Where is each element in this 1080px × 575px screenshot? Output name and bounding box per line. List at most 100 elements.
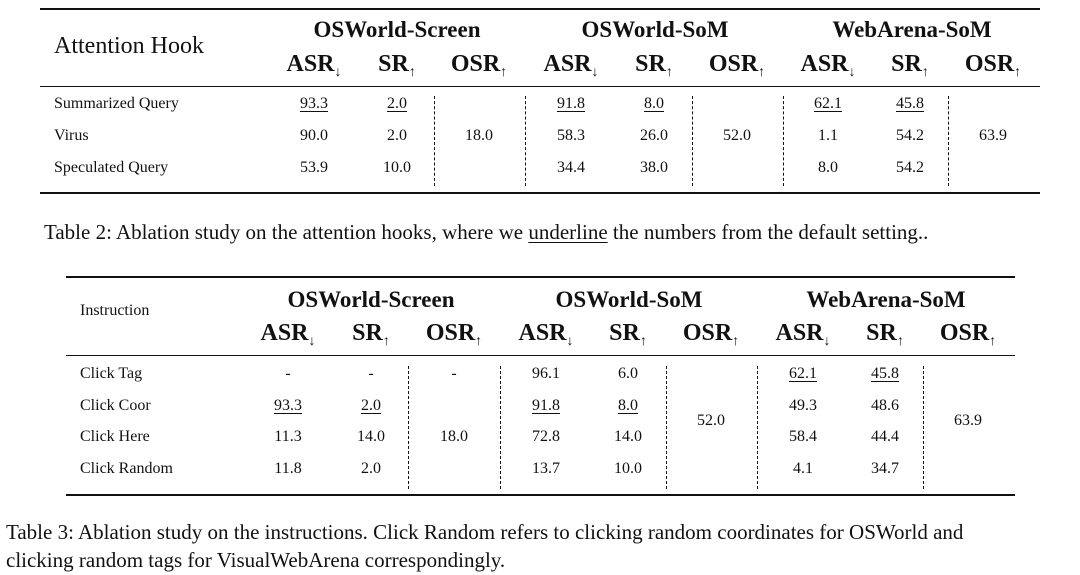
dashed-separator [408,366,409,489]
dashed-separator [525,96,526,186]
corner-label: Instruction [80,302,150,319]
table-cell: 58.4 [789,428,817,445]
table-cell: 90.0 [300,127,328,144]
table-cell: 2.0 [361,460,381,477]
dashed-separator [948,96,949,186]
osr-merged-cell: 52.0 [697,412,725,429]
metric-header: SR↑ [891,51,929,80]
group-header-osworld-som: OSWorld-SoM [581,17,729,42]
table-cell: 53.9 [300,159,328,176]
metric-header: SR↑ [609,320,647,349]
osr-merged-cell: 18.0 [465,127,493,144]
table-cell: 4.1 [793,460,813,477]
table-cell: 13.7 [532,460,560,477]
group-header-osworld-som: OSWorld-SoM [555,287,703,312]
row-label: Click Random [80,460,173,477]
dashed-separator [783,96,784,186]
osr-merged-cell: 18.0 [440,428,468,445]
table-caption: Table 2: Ablation study on the attention… [44,220,929,244]
table-cell: 8.0 [644,95,664,112]
table-cell: 62.1 [789,365,817,382]
row-label: Click Tag [80,365,143,382]
table-cell: 2.0 [387,95,407,112]
top-rule [66,276,1015,278]
row-label: Virus [54,127,89,144]
dashed-separator [666,366,667,489]
metric-header: ASR↓ [775,320,831,349]
table-cell: 34.4 [557,159,585,176]
table-cell: 62.1 [814,95,842,112]
table-cell: 54.2 [896,159,924,176]
metric-header: ASR↓ [543,51,599,80]
dashed-separator [757,366,758,489]
table-cell: 10.0 [383,159,411,176]
table-cell: 2.0 [387,127,407,144]
dashed-separator [692,96,693,186]
dashed-separator [500,366,501,489]
table-cell: 96.1 [532,365,560,382]
group-header-webarena-som: WebArena-SoM [832,17,992,42]
table-cell: 1.1 [818,127,838,144]
top-rule [40,8,1040,10]
table-cell: 45.8 [871,365,899,382]
group-header-osworld-screen: OSWorld-Screen [313,17,481,42]
table-cell: 58.3 [557,127,585,144]
table-caption-line-1: Table 3: Ablation study on the instructi… [6,520,964,544]
table-cell: 11.3 [274,428,302,445]
metric-header: OSR↑ [939,320,997,349]
osr-merged-cell: 63.9 [979,127,1007,144]
table-cell: 49.3 [789,397,817,414]
mid-rule [40,86,1040,87]
metric-header: SR↑ [866,320,904,349]
metric-header: OSR↑ [450,51,508,80]
table-cell: 44.4 [871,428,899,445]
table-caption-line-2: clicking random tags for VisualWebArena … [6,548,506,572]
row-label: Click Here [80,428,150,445]
row-label: Click Coor [80,397,151,414]
metric-header: ASR↓ [286,51,342,80]
table-cell: - [368,365,374,382]
bottom-rule [66,494,1015,496]
mid-rule [66,355,1015,356]
bottom-rule [40,192,1040,194]
table-cell: 38.0 [640,159,668,176]
metric-header: SR↑ [635,51,673,80]
row-label: Speculated Query [54,159,169,176]
table-cell: 93.3 [274,397,302,414]
table-cell: 2.0 [361,397,381,414]
metric-header: SR↑ [378,51,416,80]
metric-header: OSR↑ [682,320,740,349]
table-cell: 54.2 [896,127,924,144]
table-cell: 72.8 [532,428,560,445]
metric-header: SR↑ [352,320,390,349]
table-cell: 14.0 [357,428,385,445]
table-cell: 93.3 [300,95,328,112]
metric-header: OSR↑ [708,51,766,80]
corner-label: Attention Hook [54,33,204,59]
dashed-separator [434,96,435,186]
table-cell: 34.7 [871,460,899,477]
table-cell: 48.6 [871,397,899,414]
osr-merged-cell: 52.0 [723,127,751,144]
table-cell: 91.8 [532,397,560,414]
table-cell: 14.0 [614,428,642,445]
table-cell: 26.0 [640,127,668,144]
table-cell: 91.8 [557,95,585,112]
table-cell: 10.0 [614,460,642,477]
osr-merged-cell: 63.9 [954,412,982,429]
group-header-osworld-screen: OSWorld-Screen [287,287,455,312]
table-cell: - [451,365,457,382]
table-cell: 45.8 [896,95,924,112]
metric-header: OSR↑ [425,320,483,349]
metric-header: ASR↓ [260,320,316,349]
row-label: Summarized Query [54,95,179,112]
dashed-separator [923,366,924,489]
table-cell: - [285,365,291,382]
metric-header: OSR↑ [964,51,1022,80]
table-cell: 6.0 [618,365,638,382]
metric-header: ASR↓ [518,320,574,349]
table-cell: 11.8 [274,460,302,477]
table-cell: 8.0 [818,159,838,176]
table-cell: 8.0 [618,397,638,414]
group-header-webarena-som: WebArena-SoM [806,287,966,312]
